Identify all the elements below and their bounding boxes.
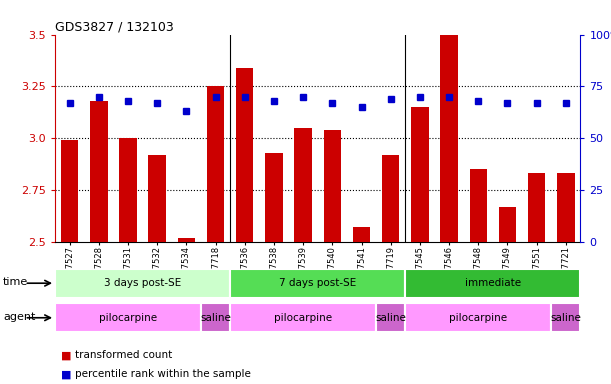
Bar <box>90 101 108 242</box>
Text: GDS3827 / 132103: GDS3827 / 132103 <box>55 20 174 33</box>
Bar <box>557 174 574 242</box>
Bar <box>551 303 580 332</box>
Bar <box>201 303 230 332</box>
Bar <box>61 140 78 242</box>
Text: saline: saline <box>551 313 581 323</box>
Text: percentile rank within the sample: percentile rank within the sample <box>75 369 251 379</box>
Bar <box>405 303 551 332</box>
Text: ■: ■ <box>61 350 71 360</box>
Text: immediate: immediate <box>465 278 521 288</box>
Bar <box>376 303 405 332</box>
Bar <box>230 303 376 332</box>
Bar <box>230 269 405 298</box>
Bar <box>382 155 400 242</box>
Text: time: time <box>3 277 28 287</box>
Text: saline: saline <box>375 313 406 323</box>
Text: 3 days post-SE: 3 days post-SE <box>104 278 181 288</box>
Text: pilocarpine: pilocarpine <box>99 313 157 323</box>
Text: pilocarpine: pilocarpine <box>449 313 507 323</box>
Bar <box>236 68 254 242</box>
Bar <box>178 238 195 242</box>
Text: agent: agent <box>3 312 35 322</box>
Text: ■: ■ <box>61 369 71 379</box>
Bar <box>55 303 201 332</box>
Text: 7 days post-SE: 7 days post-SE <box>279 278 356 288</box>
Bar <box>207 86 224 242</box>
Bar <box>295 128 312 242</box>
Text: pilocarpine: pilocarpine <box>274 313 332 323</box>
Bar <box>441 35 458 242</box>
Bar <box>55 269 230 298</box>
Bar <box>528 174 546 242</box>
Bar <box>119 138 137 242</box>
Bar <box>411 107 429 242</box>
Bar <box>265 153 283 242</box>
Bar <box>499 207 516 242</box>
Bar <box>469 169 487 242</box>
Text: transformed count: transformed count <box>75 350 172 360</box>
Text: saline: saline <box>200 313 231 323</box>
Bar <box>405 269 580 298</box>
Bar <box>324 130 341 242</box>
Bar <box>148 155 166 242</box>
Bar <box>353 227 370 242</box>
